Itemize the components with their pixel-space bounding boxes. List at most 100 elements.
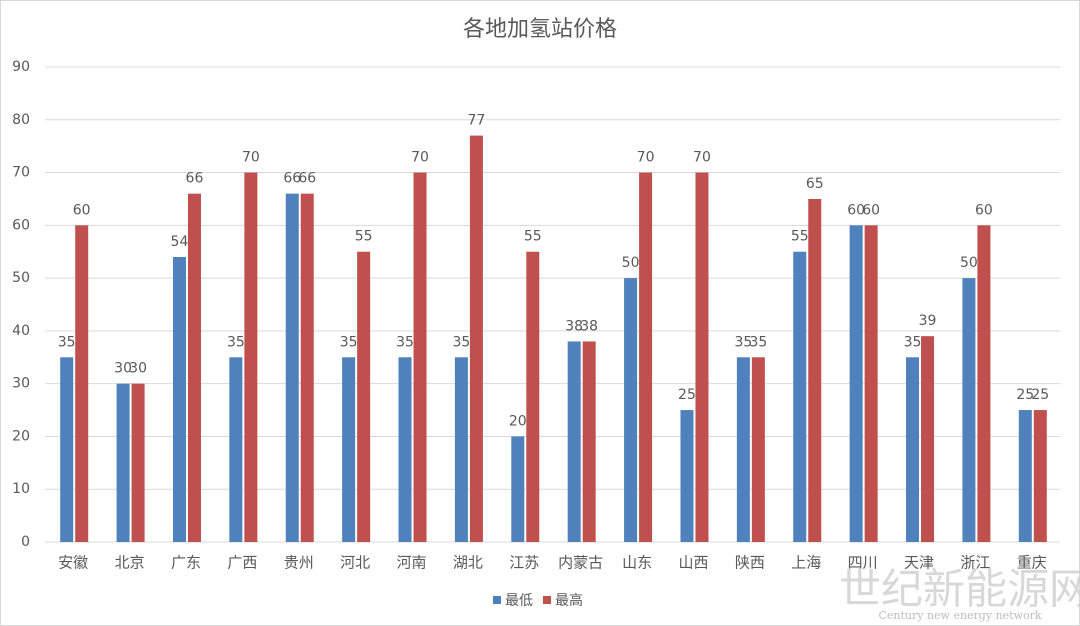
y-tick-label: 30 [12, 376, 30, 392]
bar [454, 357, 468, 542]
bar [131, 383, 145, 542]
legend-swatch [543, 596, 551, 604]
data-label: 35 [396, 334, 414, 350]
data-label: 30 [114, 361, 132, 377]
bar [695, 172, 709, 543]
bar [639, 172, 653, 543]
bar [808, 198, 822, 542]
bar [229, 357, 243, 542]
y-tick-label: 0 [21, 534, 30, 550]
x-tick-label: 北京 [115, 554, 145, 572]
data-label: 60 [73, 202, 91, 218]
bar [172, 257, 186, 542]
y-tick-label: 60 [12, 217, 30, 233]
y-tick-label: 80 [12, 112, 30, 128]
bar [624, 278, 638, 542]
bar [921, 336, 935, 542]
bar [751, 357, 765, 542]
data-label: 38 [580, 318, 598, 334]
bar [680, 410, 694, 542]
data-label: 25 [1016, 387, 1034, 403]
x-tick-label: 安徽 [58, 554, 88, 572]
data-label: 35 [453, 334, 471, 350]
data-label: 38 [565, 318, 583, 334]
data-label: 35 [227, 334, 245, 350]
bar [244, 172, 258, 543]
bar [398, 357, 412, 542]
bar [567, 341, 581, 542]
x-tick-label: 山西 [678, 554, 708, 572]
data-label: 55 [355, 229, 373, 245]
data-label: 60 [847, 202, 865, 218]
x-tick-label: 山东 [622, 554, 652, 572]
x-tick-label: 天津 [904, 554, 934, 572]
chart-title: 各地加氢站价格 [463, 17, 617, 42]
bar [357, 251, 371, 542]
data-label: 35 [340, 334, 358, 350]
data-label: 55 [524, 229, 542, 245]
data-label: 30 [129, 361, 147, 377]
x-tick-label: 河北 [340, 554, 370, 572]
legend-label: 最低 [505, 593, 533, 609]
bar [1018, 410, 1032, 542]
bar [342, 357, 356, 542]
bar [285, 193, 299, 542]
bar [793, 251, 807, 542]
bar [300, 193, 314, 542]
data-label: 35 [58, 334, 76, 350]
data-label: 54 [171, 234, 189, 250]
bar [511, 436, 525, 542]
data-label: 20 [509, 413, 527, 429]
data-label: 50 [622, 255, 640, 271]
data-label: 25 [678, 387, 696, 403]
y-tick-label: 50 [12, 270, 30, 286]
data-label: 39 [919, 313, 937, 329]
x-tick-label: 广东 [171, 554, 201, 572]
bar [526, 251, 540, 542]
x-tick-label: 湖北 [453, 554, 483, 572]
x-tick-label: 贵州 [284, 554, 314, 572]
y-tick-label: 40 [12, 323, 30, 339]
y-tick-label: 90 [12, 59, 30, 75]
data-label: 77 [468, 113, 486, 129]
bar [187, 193, 201, 542]
data-label: 35 [734, 334, 752, 350]
bar [864, 225, 878, 543]
data-label: 65 [806, 176, 824, 192]
x-tick-label: 四川 [848, 554, 878, 572]
bar [60, 357, 74, 542]
x-tick-label: 广西 [227, 554, 257, 572]
y-tick-label: 70 [12, 165, 30, 181]
data-label: 60 [975, 202, 993, 218]
watermark: 世纪新能源网 [839, 565, 1080, 614]
x-tick-label: 浙江 [960, 554, 990, 572]
x-tick-label: 上海 [791, 554, 821, 572]
bar [849, 225, 863, 543]
y-tick-label: 10 [12, 481, 30, 497]
bar [413, 172, 427, 543]
data-label: 55 [791, 229, 809, 245]
x-tick-label: 内蒙古 [558, 554, 603, 572]
data-label: 66 [186, 171, 204, 187]
data-label: 25 [1031, 387, 1049, 403]
bar [75, 225, 89, 543]
bar [582, 341, 596, 542]
bar [962, 278, 976, 542]
x-tick-label: 河南 [397, 554, 427, 572]
bar [116, 383, 130, 542]
data-label: 66 [283, 171, 301, 187]
data-label: 50 [960, 255, 978, 271]
data-label: 35 [749, 334, 767, 350]
data-label: 66 [298, 171, 316, 187]
bar [977, 225, 991, 543]
legend-label: 最高 [555, 592, 583, 609]
legend-swatch [493, 596, 501, 604]
y-tick-label: 20 [12, 428, 30, 444]
watermark-subtext: Century new energy network [878, 609, 1041, 622]
data-label: 60 [862, 202, 880, 218]
bar [736, 357, 750, 542]
bar [1033, 410, 1047, 542]
data-label: 70 [242, 150, 260, 166]
x-tick-label: 江苏 [509, 554, 539, 572]
